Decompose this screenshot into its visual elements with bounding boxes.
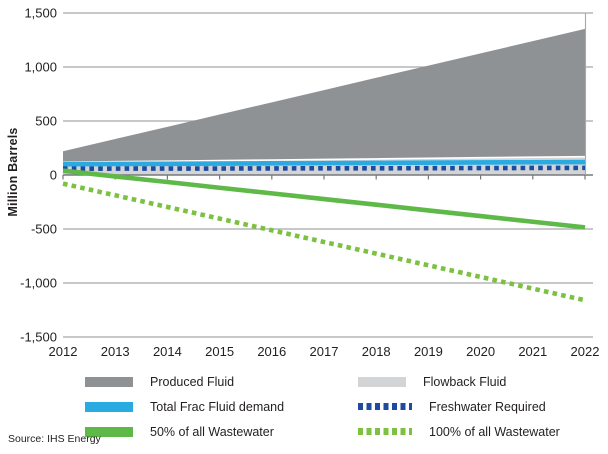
- legend-swatch-total-frac-fluid-icon: [85, 401, 133, 412]
- y-tick-label: 500: [35, 114, 57, 129]
- y-tick-label: 1,500: [24, 6, 57, 21]
- legend-item-50pct-wastewater: 50% of all Wastewater: [85, 425, 358, 439]
- legend-item-100pct-wastewater: 100% of all Wastewater: [358, 425, 560, 439]
- y-axis-title: Million Barrels: [6, 127, 20, 217]
- legend-label: 50% of all Wastewater: [150, 424, 274, 439]
- legend-label: 100% of all Wastewater: [429, 424, 560, 439]
- x-tick-label: 2021: [518, 344, 547, 359]
- legend-swatch-freshwater-required-icon: [358, 403, 412, 410]
- series-total-frac-fluid-demand-line: [62, 159, 586, 167]
- x-tick-label: 2012: [49, 344, 78, 359]
- legend-swatch-flowback-fluid-icon: [358, 376, 406, 387]
- y-tick-label: -1,500: [20, 330, 57, 345]
- y-tick-label: 0: [50, 168, 57, 183]
- x-tick-label: 2020: [466, 344, 495, 359]
- y-tick-label: -1,000: [20, 276, 57, 291]
- legend-item-flowback-fluid: Flowback Fluid: [358, 375, 560, 389]
- x-tick-label: 2016: [257, 344, 286, 359]
- x-tick-label: 2014: [153, 344, 182, 359]
- legend-item-produced-fluid: Produced Fluid: [85, 375, 358, 389]
- legend-label: Freshwater Required: [429, 399, 546, 414]
- legend-label: Flowback Fluid: [423, 374, 507, 389]
- series-produced-fluid-area: [63, 28, 585, 175]
- legend-swatch-50pct-wastewater-icon: [85, 426, 133, 437]
- chart-canvas: 1,500 1,000 500 0 -500 -1,000 -1,500 2012 2013 20…: [20, 6, 600, 360]
- y-tick-label: -500: [31, 222, 57, 237]
- area-divider-line: [62, 155, 586, 164]
- legend-item-total-frac-fluid-demand: Total Frac Fluid demand: [85, 400, 358, 414]
- series-freshwater-required-line: [62, 165, 586, 172]
- x-tick-label: 2018: [362, 344, 391, 359]
- legend-label: Produced Fluid: [150, 374, 235, 389]
- x-tick-label: 2022: [571, 344, 600, 359]
- legend-swatch-100pct-wastewater-icon: [358, 428, 412, 435]
- source-note: Source: IHS Energy: [8, 433, 101, 445]
- x-tick-label: 2013: [101, 344, 130, 359]
- x-tick-label: 2019: [414, 344, 443, 359]
- x-tick-label: 2017: [310, 344, 339, 359]
- legend: Produced Fluid Total Frac Fluid demand 5…: [85, 369, 560, 444]
- series-50-of-all-wastewater-line: [62, 168, 586, 230]
- series-100-of-all-wastewater-line: [62, 181, 586, 303]
- x-tick-label: 2015: [205, 344, 234, 359]
- y-tick-label: 1,000: [24, 60, 57, 75]
- legend-swatch-produced-fluid-icon: [85, 376, 133, 387]
- legend-label: Total Frac Fluid demand: [150, 399, 285, 414]
- legend-item-freshwater-required: Freshwater Required: [358, 400, 560, 414]
